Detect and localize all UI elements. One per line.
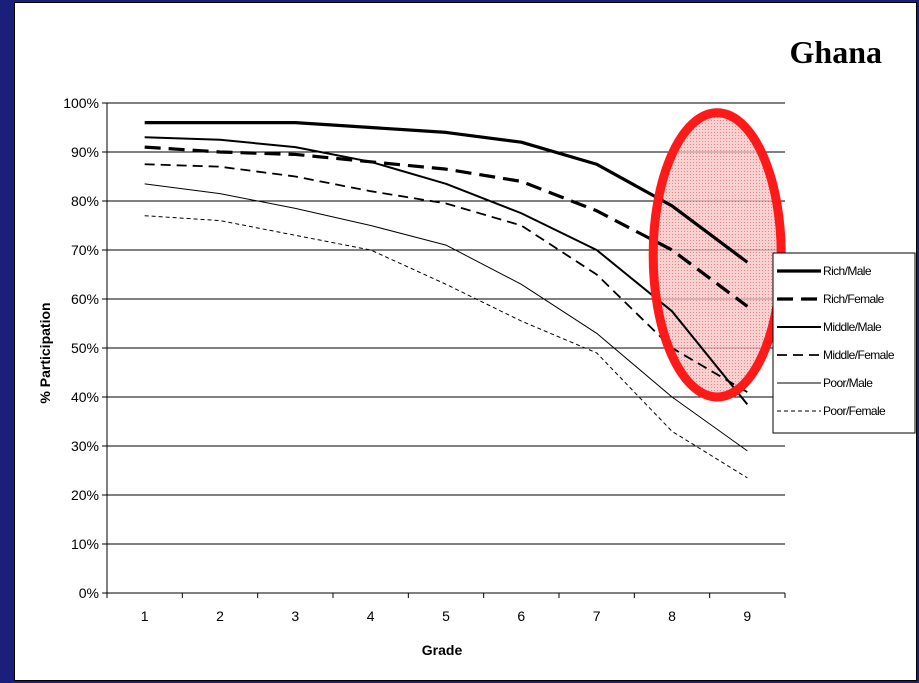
- x-tick-label: 4: [367, 608, 375, 624]
- x-tick-label: 3: [291, 608, 299, 624]
- x-tick-label: 1: [141, 608, 149, 624]
- legend: Rich/Male Rich/Female Middle/Male Middle/Fe…: [772, 252, 916, 434]
- x-tick-label: 7: [593, 608, 601, 624]
- chart-title: Ghana: [790, 34, 882, 70]
- x-tick-label: 5: [442, 608, 450, 624]
- highlight-fill: [653, 112, 782, 397]
- y-tick-label: 30%: [71, 438, 99, 454]
- legend-label: Rich/Female: [823, 292, 885, 306]
- legend-label: Middle/Male: [823, 320, 882, 334]
- series-line-middle-female: [144, 163, 748, 393]
- legend-box: [772, 252, 916, 434]
- y-tick-label: 60%: [71, 291, 99, 307]
- legend-label: Poor/Female: [823, 404, 886, 418]
- x-tick-label: 2: [216, 608, 224, 624]
- series-line-middle-male: [144, 136, 749, 405]
- y-tick-label: 20%: [71, 487, 99, 503]
- y-tick-label: 100%: [63, 95, 99, 111]
- legend-label: Middle/Female: [823, 348, 895, 362]
- gridlines: [107, 102, 785, 545]
- highlight-ellipse: [648, 108, 786, 402]
- y-axis-title: % Participation: [37, 302, 53, 403]
- legend-label: Poor/Male: [823, 376, 873, 390]
- y-tick-label: 40%: [71, 389, 99, 405]
- y-tick-label: 0%: [79, 585, 99, 601]
- tick-labels: 0% 10% 20% 30% 40% 50% 60% 70% 80% 90% 100% 1 2 3 4 5 6 7…: [63, 95, 751, 624]
- x-tick-label: 9: [743, 608, 751, 624]
- x-axis-title: Grade: [422, 642, 463, 658]
- legend-label: Rich/Male: [823, 264, 872, 278]
- y-tick-label: 90%: [71, 144, 99, 160]
- series-lines: [144, 120, 749, 479]
- x-tick-label: 8: [668, 608, 676, 624]
- y-tick-label: 10%: [71, 536, 99, 552]
- series-line-poor-female: [144, 215, 748, 479]
- y-tick-label: 50%: [71, 340, 99, 356]
- participation-chart: Ghana 0% 10% 20% 30% 40% 50% 60% 70% 80% 90% 100% 1…: [37, 34, 916, 658]
- y-tick-label: 70%: [71, 242, 99, 258]
- series-line-rich-female: [144, 145, 749, 308]
- chart-frame: Ghana 0% 10% 20% 30% 40% 50% 60% 70% 80% 90% 100% 1…: [14, 2, 917, 681]
- x-tick-label: 6: [517, 608, 525, 624]
- axes: [102, 102, 786, 598]
- series-line-rich-male: [144, 120, 749, 264]
- y-tick-label: 80%: [71, 193, 99, 209]
- series-line-poor-male: [144, 183, 748, 452]
